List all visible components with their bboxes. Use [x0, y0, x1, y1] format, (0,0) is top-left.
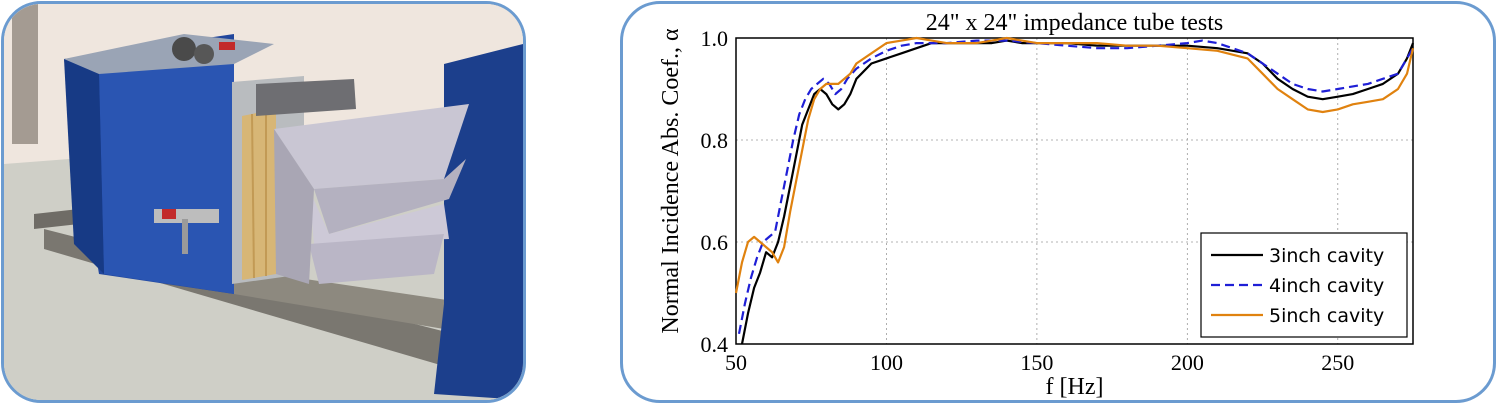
legend-label: 3inch cavity: [1269, 245, 1384, 267]
absorption-chart: 50 100 150 200 250 0.4 0.6 0.8 1.0 24" x 24" imp…: [658, 10, 1415, 400]
legend-box: [1200, 232, 1408, 338]
y-tick-label: 0.4: [701, 332, 729, 357]
y-tick-label: 0.8: [701, 128, 729, 153]
chart-title: 24" x 24" impedance tube tests: [926, 10, 1224, 36]
y-tick-label: 0.6: [701, 230, 729, 255]
equipment-photo-panel: [1, 1, 526, 403]
legend-label: 4inch cavity: [1269, 275, 1384, 297]
chart-panel: 50 100 150 200 250 0.4 0.6 0.8 1.0 24" x 24" imp…: [620, 1, 1496, 403]
series-line-2: [737, 39, 1414, 335]
series-lines: [734, 36, 1415, 345]
legend-label: 5inch cavity: [1269, 305, 1384, 327]
x-tick-label: 250: [1321, 350, 1354, 375]
plot-frame: [735, 37, 1414, 345]
y-tick-label: 1.0: [701, 26, 729, 51]
x-tick-label: 200: [1171, 350, 1204, 375]
x-tick-label: 150: [1020, 350, 1053, 375]
x-tick-label: 100: [870, 350, 903, 375]
x-tick-label: 50: [725, 350, 747, 375]
impedance-tube-sample-photo-icon: [4, 4, 523, 400]
axis-ticks: 50 100 150 200 250 0.4 0.6 0.8 1.0: [701, 26, 1355, 375]
y-axis-label: Normal Incidence Abs. Coef., α: [658, 28, 684, 334]
legend: 3inch cavity 4inch cavity 5inch cavity: [1200, 232, 1408, 338]
x-axis-label: f [Hz]: [1046, 374, 1104, 400]
series-line-3: [734, 36, 1415, 294]
